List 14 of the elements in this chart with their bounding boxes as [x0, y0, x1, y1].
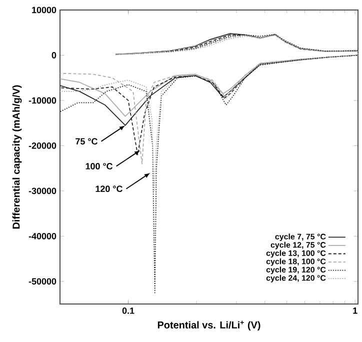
annotation: 75 °C: [76, 138, 98, 145]
y-tick-label: -50000: [28, 278, 56, 285]
y-tick-label: -20000: [28, 142, 56, 149]
y-tick-label: 0: [52, 52, 56, 58]
x-tick-label: 1: [353, 308, 358, 314]
y-tick-label: 10000: [32, 6, 56, 14]
x-tick-label: 0.1: [122, 308, 134, 314]
x-axis-title: Potential vs. Li/Li$^{+}$ (V): [158, 320, 260, 330]
y-tick-label: -10000: [28, 97, 56, 104]
y-tick-label: -40000: [28, 232, 56, 240]
annotation: 100 °C: [86, 163, 113, 170]
annotation: 120 °C: [96, 186, 122, 192]
y-axis-title: Differential capacity (mAh/g/V): [12, 85, 22, 229]
y-tick-label: -30000: [28, 188, 56, 194]
